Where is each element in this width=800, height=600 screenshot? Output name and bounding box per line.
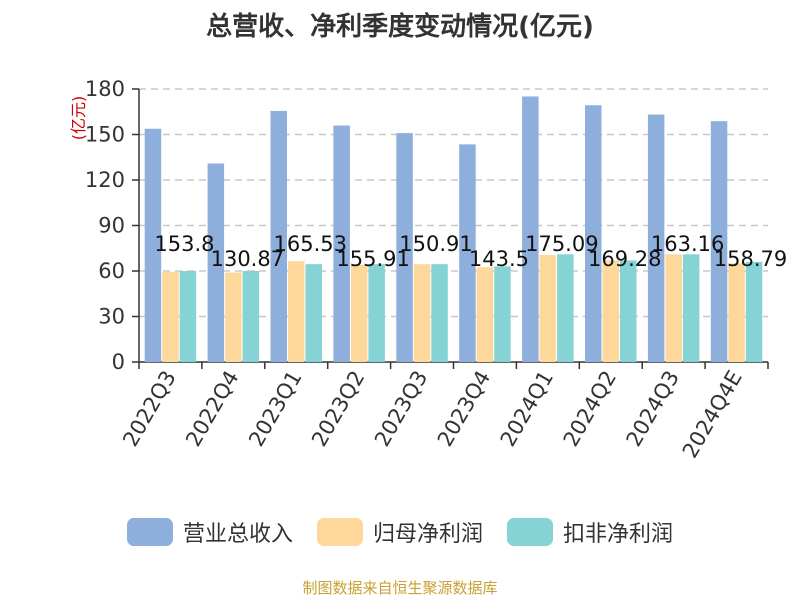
data-label-revenue: 175.09 <box>525 232 598 256</box>
x-tick-label: 2023Q4 <box>433 367 495 451</box>
x-tick-label: 2024Q1 <box>496 367 558 451</box>
data-label-revenue: 163.16 <box>651 232 724 256</box>
bar-net-profit <box>162 271 179 362</box>
bar-net-profit <box>225 272 242 362</box>
bar-net-profit <box>350 264 368 362</box>
bar-deducted-profit <box>368 264 385 362</box>
x-tick-label: 2023Q3 <box>370 367 432 451</box>
y-tick-label: 120 <box>85 168 125 192</box>
bar-revenue <box>396 133 413 362</box>
bar-revenue <box>710 121 728 362</box>
x-tick-label: 2022Q3 <box>118 367 180 451</box>
data-label-revenue: 155.91 <box>336 247 409 271</box>
legend-label-revenue: 营业总收入 <box>182 522 293 547</box>
x-tick-label: 2022Q4 <box>181 367 243 451</box>
bar-deducted-profit <box>305 264 322 362</box>
gridlines <box>139 88 768 318</box>
bar-net-profit <box>413 264 431 362</box>
y-tick-label: 180 <box>85 77 125 101</box>
bar-deducted-profit <box>682 254 700 362</box>
data-label-revenue: 165.53 <box>274 232 347 256</box>
bar-net-profit <box>476 267 494 362</box>
data-label-revenue: 169.28 <box>588 247 661 271</box>
bar-revenue <box>459 144 476 362</box>
legend-swatch-deducted-profit <box>507 518 553 546</box>
bar-net-profit <box>665 254 682 362</box>
bar-deducted-profit <box>431 264 448 362</box>
y-tick-label: 30 <box>98 305 125 329</box>
data-label-revenue: 150.91 <box>399 232 472 256</box>
y-tick-label: 60 <box>98 259 125 283</box>
bar-revenue <box>144 128 162 362</box>
bar-revenue <box>522 96 539 362</box>
bar-deducted-profit <box>745 261 763 362</box>
data-labels: 153.8130.87165.53155.91150.91143.5175.09… <box>154 232 787 271</box>
y-tick-label: 0 <box>112 350 125 374</box>
bar-net-profit <box>602 260 619 362</box>
legend-label-net-profit: 归母净利润 <box>372 522 483 547</box>
legend-item-revenue[interactable]: 营业总收入 <box>126 516 293 548</box>
data-label-revenue: 158.79 <box>714 247 787 271</box>
data-label-revenue: 143.5 <box>469 247 529 271</box>
bars <box>144 96 763 362</box>
bar-net-profit <box>288 261 305 362</box>
y-axis-label: (亿元) <box>69 96 88 141</box>
bar-revenue <box>647 114 665 362</box>
y-tick-label: 90 <box>98 214 125 238</box>
x-tick-label: 2024Q2 <box>559 367 621 451</box>
y-tick-label: 150 <box>85 123 125 147</box>
bar-deducted-profit <box>494 266 511 362</box>
bar-revenue <box>333 125 350 362</box>
bar-revenue <box>585 105 602 362</box>
chart-title: 总营收、净利季度变动情况(亿元) <box>206 12 594 42</box>
x-tick-label: 2023Q1 <box>244 367 306 451</box>
legend-label-deducted-profit: 扣非净利润 <box>563 522 674 547</box>
x-tick-label: 2023Q2 <box>307 367 369 451</box>
legend-swatch-net-profit <box>316 518 363 546</box>
bar-deducted-profit <box>557 254 574 362</box>
legend-swatch-revenue <box>126 518 173 546</box>
bar-net-profit <box>539 255 557 362</box>
x-tick-label: 2024Q4E <box>678 367 747 463</box>
source-note: 制图数据来自恒生聚源数据库 <box>302 579 498 597</box>
legend-item-deducted-profit[interactable]: 扣非净利润 <box>507 516 673 548</box>
legend-item-net-profit[interactable]: 归母净利润 <box>316 516 483 548</box>
bar-net-profit <box>728 263 745 362</box>
bar-revenue <box>207 163 225 362</box>
bar-revenue <box>270 110 287 362</box>
data-label-revenue: 130.87 <box>211 247 284 271</box>
bar-deducted-profit <box>620 260 637 362</box>
data-label-revenue: 153.8 <box>154 232 214 256</box>
legend: 营业总收入 归母净利润 扣非净利润 <box>0 516 800 548</box>
x-tick-label: 2024Q3 <box>622 367 684 451</box>
bar-deducted-profit <box>179 271 197 362</box>
bar-deducted-profit <box>242 271 260 362</box>
